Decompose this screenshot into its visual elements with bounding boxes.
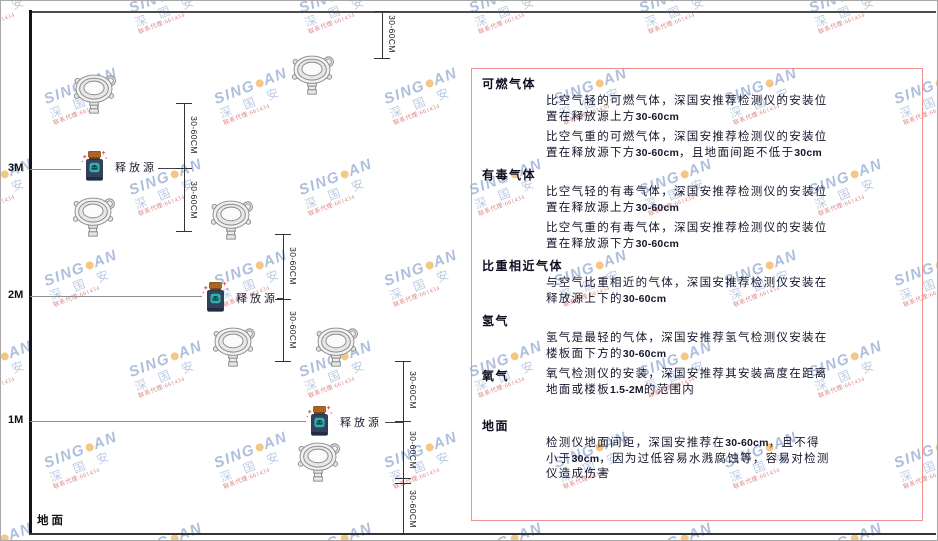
dimension-label: 30-60CM	[408, 490, 418, 528]
release-source-icon	[306, 406, 332, 436]
ground-label: 地面	[37, 515, 66, 527]
level-line-3m	[30, 169, 81, 170]
gas-detector	[313, 324, 359, 368]
release-source	[306, 405, 333, 438]
dimension-tick	[176, 168, 192, 169]
gas-detector-icon	[291, 55, 334, 95]
level-line-2m	[30, 296, 202, 297]
dimension-label: 30-60CM	[288, 247, 298, 285]
ceiling-line	[29, 11, 936, 13]
dimension-line	[403, 361, 404, 534]
level-line-1m	[30, 421, 306, 422]
dimension-line	[382, 11, 383, 58]
dimension-line	[184, 103, 185, 231]
panel-section-heading: 氢气	[482, 314, 510, 328]
dimension-label: 30-60CM	[408, 371, 418, 409]
panel-paragraph: 比空气轻的可燃气体，深国安推荐检测仪的安装位置在释放源上方30-60cm	[546, 95, 828, 123]
dimension-label: 30-60CM	[189, 116, 199, 154]
dimension-tick	[374, 11, 390, 12]
gas-detector	[210, 324, 256, 368]
dimension-tick	[395, 421, 411, 422]
source-dimension-connector	[158, 168, 184, 169]
panel-paragraph: 比空气重的可燃气体，深国安推荐检测仪的安装位置在释放源下方30-60cm，且地面…	[546, 131, 828, 159]
gas-detector-icon	[297, 442, 340, 482]
panel-paragraph: 比空气轻的有毒气体，深国安推荐检测仪的安装位置在释放源上方30-60cm	[546, 186, 828, 214]
panel-paragraph: 氢气是最轻的气体，深国安推荐氢气检测仪安装在楼板面下方的30-60cm	[546, 332, 828, 360]
gas-detector-icon	[315, 327, 358, 367]
release-source-label: 释放源	[340, 417, 382, 429]
ground-line	[29, 533, 936, 535]
gas-detector-icon	[210, 200, 253, 240]
gas-detector	[71, 71, 117, 115]
gas-detector-icon	[73, 74, 116, 114]
panel-section-4: 氧气 氧气检测仪的安装，深国安推荐其安装高度在距离地面或楼板1.5-2M的范围内	[482, 367, 912, 403]
release-source-label: 释放源	[115, 162, 157, 174]
release-source-icon	[81, 151, 107, 181]
dimension-line	[283, 234, 284, 361]
panel-paragraph: 比空气重的有毒气体，深国安推荐检测仪的安装位置在释放源下方30-60cm	[546, 222, 828, 250]
gas-detector-icon	[72, 197, 115, 237]
release-source	[81, 150, 108, 183]
dimension-tick	[275, 361, 291, 362]
gas-detector-icon	[212, 327, 255, 367]
gas-detector	[70, 194, 116, 238]
panel-section-heading: 有毒气体	[482, 168, 537, 182]
dimension-label: 30-60CM	[288, 311, 298, 349]
dimension-tick	[275, 234, 291, 235]
height-label-3m: 3M	[8, 162, 24, 174]
panel-section-heading: 地面	[482, 419, 510, 433]
panel-paragraph: 与空气比重相近的气体，深国安推荐检测仪安装在释放源上下的30-60cm	[546, 277, 828, 305]
dimension-tick	[176, 231, 192, 232]
release-source-label: 释放源	[236, 293, 278, 305]
dimension-tick	[395, 483, 411, 484]
dimension-tick	[275, 299, 291, 300]
dimension-label: 30-60CM	[189, 181, 199, 219]
dimension-tick	[176, 103, 192, 104]
gas-detector	[289, 52, 335, 96]
left-wall-line	[29, 10, 32, 535]
dimension-tick	[395, 478, 411, 479]
gas-detector	[295, 439, 341, 483]
panel-section-heading: 氧气	[482, 369, 510, 383]
source-dimension-connector	[385, 422, 403, 423]
height-label-1m: 1M	[8, 414, 24, 426]
panel-section-heading: 可燃气体	[482, 77, 537, 91]
dimension-tick	[374, 58, 390, 59]
dimension-label: 30-60CM	[408, 431, 418, 469]
panel-paragraph: 氧气检测仪的安装，深国安推荐其安装高度在距离地面或楼板1.5-2M的范围内	[546, 368, 828, 396]
source-dimension-connector	[277, 298, 283, 299]
info-panel: 可燃气体 比空气轻的可燃气体，深国安推荐检测仪的安装位置在释放源上方30-60cm…	[471, 68, 923, 521]
gas-detector	[208, 197, 254, 241]
panel-paragraph: 检测仪地面间距，深国安推荐在30-60cm，且不得小于30cm，因为过低容易水溅…	[546, 437, 830, 480]
panel-section-heading: 比重相近气体	[482, 259, 564, 273]
release-source	[202, 281, 229, 314]
height-label-2m: 2M	[8, 289, 24, 301]
dimension-label: 30-60CM	[387, 15, 397, 53]
dimension-tick	[395, 361, 411, 362]
release-source-icon	[202, 282, 228, 312]
